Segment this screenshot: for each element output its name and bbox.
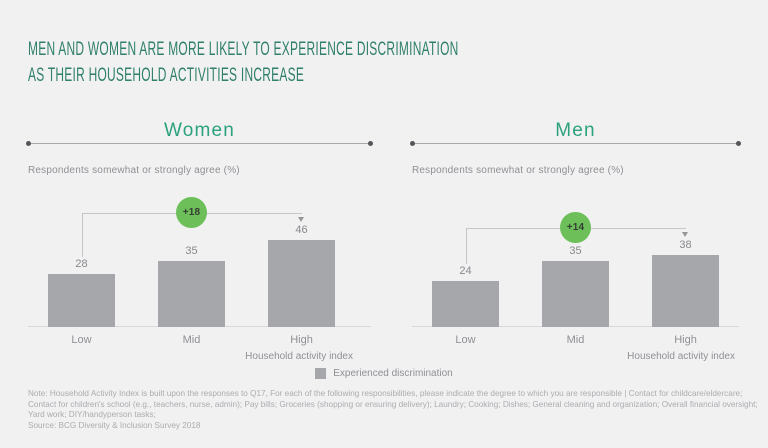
bar-value-label: 35 [569, 244, 582, 257]
divider-dot-left [410, 141, 415, 146]
note-text-line-2: Contact for children's school (e.g., tea… [28, 399, 758, 409]
men-chart-section: Men Respondents somewhat or strongly agr… [410, 120, 741, 392]
men-x-axis-labels: Low Mid High [412, 334, 739, 348]
bracket-vline [81, 212, 83, 257]
divider-dot-left [26, 141, 31, 146]
bar-mid [158, 260, 225, 327]
men-bar-chart-plot: 24 35 38 +14 [412, 182, 739, 327]
bar-value-label: 28 [75, 257, 88, 270]
slide-title-line-1: MEN AND WOMEN ARE MORE LIKELY TO EXPERIE… [28, 39, 459, 60]
chart-subtitle: Respondents somewhat or strongly agree (… [412, 165, 624, 176]
slide-title-line-2: AS THEIR HOUSEHOLD ACTIVITIES INCREASE [28, 65, 305, 86]
section-divider [28, 143, 371, 144]
footnotes: Note: Household Activity Index is built … [28, 389, 758, 431]
x-axis-caption: Household activity index [245, 351, 353, 362]
bar-high [652, 254, 719, 327]
x-tick-label: Mid [182, 334, 201, 346]
legend-swatch-icon [315, 368, 327, 379]
bar-value-label: 24 [459, 265, 472, 278]
women-section-header: Women [163, 120, 236, 141]
legend-label: Experienced discrimination [333, 368, 453, 379]
down-arrow-icon [682, 231, 688, 237]
bar-value-label: 35 [185, 244, 198, 257]
bar-value-label: 38 [679, 238, 692, 251]
note-text-line-3: Yard work; DIY/handyperson tasks; [28, 410, 156, 419]
bracket-vline [465, 227, 467, 265]
divider-dot-right [368, 141, 373, 146]
legend: Experienced discrimination [0, 368, 768, 379]
delta-badge: +14 [560, 212, 591, 244]
x-tick-label: Low [455, 334, 476, 346]
x-tick-label: High [674, 334, 697, 346]
source-text: Source: BCG Diversity & Inclusion Survey… [28, 420, 201, 430]
bar-high [268, 239, 335, 327]
women-chart-section: Women Respondents somewhat or strongly a… [26, 120, 373, 392]
bar-value-label: 46 [295, 223, 308, 236]
note-text-line-1: Note: Household Activity Index is built … [28, 389, 743, 398]
section-divider [412, 143, 739, 144]
bar-low [48, 273, 115, 327]
bar-low [432, 281, 499, 327]
women-x-axis-labels: Low Mid High [28, 334, 371, 348]
slide-title: MEN AND WOMEN ARE MORE LIKELY TO EXPERIE… [28, 37, 728, 89]
men-section-header: Men [555, 120, 596, 141]
delta-badge: +18 [176, 197, 207, 229]
chart-subtitle: Respondents somewhat or strongly agree (… [28, 165, 240, 176]
divider-dot-right [736, 141, 741, 146]
down-arrow-icon [298, 216, 304, 222]
bar-mid [542, 260, 609, 327]
women-bar-chart-plot: 28 35 46 +18 [28, 182, 371, 327]
x-tick-label: Low [71, 334, 92, 346]
x-tick-label: Mid [566, 334, 585, 346]
x-tick-label: High [290, 334, 313, 346]
x-axis-caption: Household activity index [627, 351, 735, 362]
